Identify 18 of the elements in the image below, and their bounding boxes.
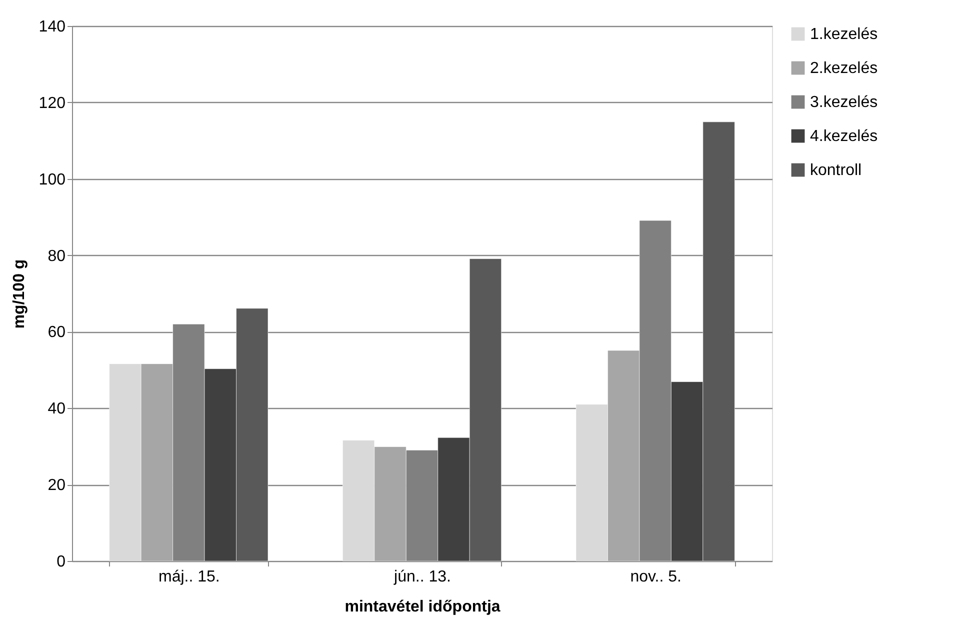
- legend-label: kontroll: [810, 162, 862, 179]
- x-axis-title: mintavétel időpontja: [344, 598, 500, 616]
- legend-label: 4.kezelés: [810, 128, 878, 145]
- y-tick-label: 40: [48, 400, 66, 418]
- y-axis-title: mg/100 g: [10, 259, 28, 329]
- y-tick-label: 140: [38, 18, 66, 36]
- legend-label: 3.kezelés: [810, 94, 878, 111]
- x-tick-label: nov.. 5.: [630, 568, 682, 586]
- legend-label: 2.kezelés: [810, 60, 878, 77]
- y-tick-label: 80: [48, 248, 66, 265]
- y-tick-label: 100: [38, 171, 66, 188]
- legend-label: 1.kezelés: [810, 26, 878, 43]
- x-tick-label: jún.. 13.: [393, 568, 451, 586]
- y-tick-label: 0: [56, 554, 66, 570]
- y-tick-label: 120: [38, 94, 66, 112]
- y-tick-label: 60: [48, 324, 66, 342]
- x-tick-label: máj.. 15.: [158, 568, 220, 586]
- y-tick-label: 20: [48, 477, 66, 494]
